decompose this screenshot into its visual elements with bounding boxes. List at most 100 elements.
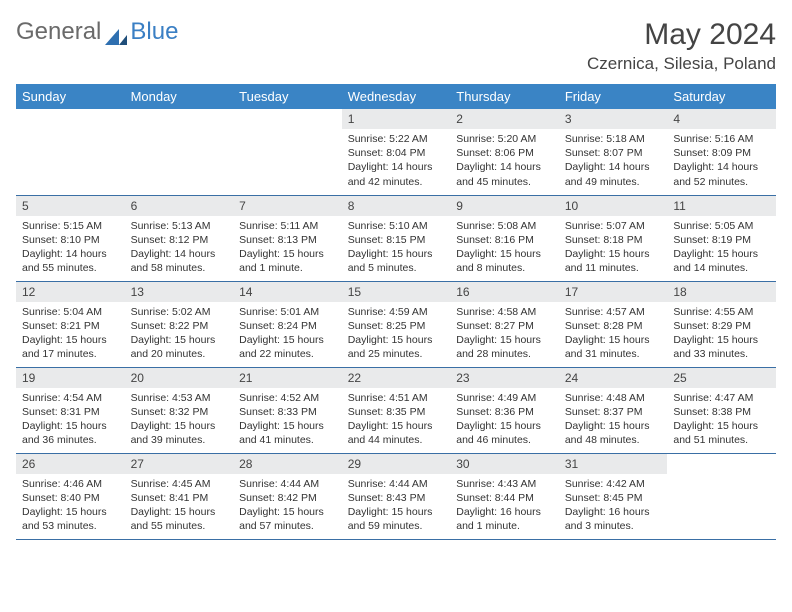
daylight-line: Daylight: 16 hours and 1 minute. xyxy=(456,505,553,533)
sunset-line: Sunset: 8:44 PM xyxy=(456,491,553,505)
day-details: Sunrise: 4:48 AMSunset: 8:37 PMDaylight:… xyxy=(559,388,668,452)
day-number: 15 xyxy=(342,282,451,302)
calendar-day: 14Sunrise: 5:01 AMSunset: 8:24 PMDayligh… xyxy=(233,281,342,367)
day-details: Sunrise: 4:42 AMSunset: 8:45 PMDaylight:… xyxy=(559,474,668,538)
daylight-line: Daylight: 15 hours and 14 minutes. xyxy=(673,247,770,275)
sunrise-line: Sunrise: 5:22 AM xyxy=(348,132,445,146)
weekday-header: Thursday xyxy=(450,84,559,109)
logo-text-1: General xyxy=(16,18,101,46)
sunset-line: Sunset: 8:31 PM xyxy=(22,405,119,419)
calendar-day-empty xyxy=(125,109,234,195)
sunrise-line: Sunrise: 4:47 AM xyxy=(673,391,770,405)
calendar-day: 26Sunrise: 4:46 AMSunset: 8:40 PMDayligh… xyxy=(16,453,125,539)
calendar-day: 11Sunrise: 5:05 AMSunset: 8:19 PMDayligh… xyxy=(667,195,776,281)
day-number: 12 xyxy=(16,282,125,302)
calendar-week: 26Sunrise: 4:46 AMSunset: 8:40 PMDayligh… xyxy=(16,453,776,539)
weekday-header: Friday xyxy=(559,84,668,109)
sunrise-line: Sunrise: 5:15 AM xyxy=(22,219,119,233)
calendar-day: 28Sunrise: 4:44 AMSunset: 8:42 PMDayligh… xyxy=(233,453,342,539)
daylight-line: Daylight: 15 hours and 48 minutes. xyxy=(565,419,662,447)
day-details: Sunrise: 5:15 AMSunset: 8:10 PMDaylight:… xyxy=(16,216,125,280)
sunset-line: Sunset: 8:18 PM xyxy=(565,233,662,247)
sunset-line: Sunset: 8:13 PM xyxy=(239,233,336,247)
calendar-page: General Blue May 2024 Czernica, Silesia,… xyxy=(0,0,792,550)
sunrise-line: Sunrise: 5:20 AM xyxy=(456,132,553,146)
daylight-line: Daylight: 15 hours and 39 minutes. xyxy=(131,419,228,447)
sunset-line: Sunset: 8:32 PM xyxy=(131,405,228,419)
header: General Blue May 2024 Czernica, Silesia,… xyxy=(16,18,776,74)
sunset-line: Sunset: 8:27 PM xyxy=(456,319,553,333)
day-number-empty xyxy=(125,109,234,129)
daylight-line: Daylight: 15 hours and 31 minutes. xyxy=(565,333,662,361)
day-number: 25 xyxy=(667,368,776,388)
calendar-day: 8Sunrise: 5:10 AMSunset: 8:15 PMDaylight… xyxy=(342,195,451,281)
daylight-line: Daylight: 14 hours and 55 minutes. xyxy=(22,247,119,275)
sunrise-line: Sunrise: 5:11 AM xyxy=(239,219,336,233)
daylight-line: Daylight: 15 hours and 51 minutes. xyxy=(673,419,770,447)
sunrise-line: Sunrise: 4:45 AM xyxy=(131,477,228,491)
sunset-line: Sunset: 8:15 PM xyxy=(348,233,445,247)
weekday-header: Monday xyxy=(125,84,234,109)
calendar-week: 1Sunrise: 5:22 AMSunset: 8:04 PMDaylight… xyxy=(16,109,776,195)
day-details: Sunrise: 5:16 AMSunset: 8:09 PMDaylight:… xyxy=(667,129,776,193)
day-details: Sunrise: 4:58 AMSunset: 8:27 PMDaylight:… xyxy=(450,302,559,366)
day-number: 4 xyxy=(667,109,776,129)
calendar-day: 17Sunrise: 4:57 AMSunset: 8:28 PMDayligh… xyxy=(559,281,668,367)
logo-text-2: Blue xyxy=(130,18,178,46)
sunrise-line: Sunrise: 4:59 AM xyxy=(348,305,445,319)
sunrise-line: Sunrise: 4:44 AM xyxy=(348,477,445,491)
title-block: May 2024 Czernica, Silesia, Poland xyxy=(587,18,776,74)
calendar-day-empty xyxy=(233,109,342,195)
sunset-line: Sunset: 8:35 PM xyxy=(348,405,445,419)
calendar-week: 19Sunrise: 4:54 AMSunset: 8:31 PMDayligh… xyxy=(16,367,776,453)
sunrise-line: Sunrise: 5:04 AM xyxy=(22,305,119,319)
day-number-empty xyxy=(16,109,125,129)
calendar-day: 30Sunrise: 4:43 AMSunset: 8:44 PMDayligh… xyxy=(450,453,559,539)
day-details: Sunrise: 5:04 AMSunset: 8:21 PMDaylight:… xyxy=(16,302,125,366)
sunrise-line: Sunrise: 5:16 AM xyxy=(673,132,770,146)
sunset-line: Sunset: 8:37 PM xyxy=(565,405,662,419)
calendar-day: 6Sunrise: 5:13 AMSunset: 8:12 PMDaylight… xyxy=(125,195,234,281)
day-number: 17 xyxy=(559,282,668,302)
day-details: Sunrise: 5:11 AMSunset: 8:13 PMDaylight:… xyxy=(233,216,342,280)
daylight-line: Daylight: 15 hours and 25 minutes. xyxy=(348,333,445,361)
sunset-line: Sunset: 8:16 PM xyxy=(456,233,553,247)
day-number: 31 xyxy=(559,454,668,474)
sunset-line: Sunset: 8:04 PM xyxy=(348,146,445,160)
day-details: Sunrise: 5:20 AMSunset: 8:06 PMDaylight:… xyxy=(450,129,559,193)
daylight-line: Daylight: 15 hours and 11 minutes. xyxy=(565,247,662,275)
sunset-line: Sunset: 8:22 PM xyxy=(131,319,228,333)
day-number-empty xyxy=(667,454,776,474)
daylight-line: Daylight: 15 hours and 55 minutes. xyxy=(131,505,228,533)
sunset-line: Sunset: 8:09 PM xyxy=(673,146,770,160)
day-details: Sunrise: 5:18 AMSunset: 8:07 PMDaylight:… xyxy=(559,129,668,193)
calendar-day-empty xyxy=(16,109,125,195)
day-number-empty xyxy=(233,109,342,129)
sunset-line: Sunset: 8:12 PM xyxy=(131,233,228,247)
sunset-line: Sunset: 8:10 PM xyxy=(22,233,119,247)
day-details: Sunrise: 4:59 AMSunset: 8:25 PMDaylight:… xyxy=(342,302,451,366)
sunset-line: Sunset: 8:42 PM xyxy=(239,491,336,505)
day-details: Sunrise: 5:02 AMSunset: 8:22 PMDaylight:… xyxy=(125,302,234,366)
sunrise-line: Sunrise: 4:51 AM xyxy=(348,391,445,405)
calendar-day: 23Sunrise: 4:49 AMSunset: 8:36 PMDayligh… xyxy=(450,367,559,453)
sunrise-line: Sunrise: 4:48 AM xyxy=(565,391,662,405)
calendar-day: 3Sunrise: 5:18 AMSunset: 8:07 PMDaylight… xyxy=(559,109,668,195)
day-details: Sunrise: 5:22 AMSunset: 8:04 PMDaylight:… xyxy=(342,129,451,193)
day-details: Sunrise: 5:08 AMSunset: 8:16 PMDaylight:… xyxy=(450,216,559,280)
day-number: 29 xyxy=(342,454,451,474)
sunset-line: Sunset: 8:06 PM xyxy=(456,146,553,160)
sunset-line: Sunset: 8:40 PM xyxy=(22,491,119,505)
calendar-day: 22Sunrise: 4:51 AMSunset: 8:35 PMDayligh… xyxy=(342,367,451,453)
calendar-day: 27Sunrise: 4:45 AMSunset: 8:41 PMDayligh… xyxy=(125,453,234,539)
daylight-line: Daylight: 15 hours and 53 minutes. xyxy=(22,505,119,533)
day-number: 6 xyxy=(125,196,234,216)
calendar-day: 7Sunrise: 5:11 AMSunset: 8:13 PMDaylight… xyxy=(233,195,342,281)
sunrise-line: Sunrise: 5:07 AM xyxy=(565,219,662,233)
day-number: 23 xyxy=(450,368,559,388)
calendar-day: 9Sunrise: 5:08 AMSunset: 8:16 PMDaylight… xyxy=(450,195,559,281)
weekday-header: Tuesday xyxy=(233,84,342,109)
calendar-head: SundayMondayTuesdayWednesdayThursdayFrid… xyxy=(16,84,776,109)
calendar-day: 15Sunrise: 4:59 AMSunset: 8:25 PMDayligh… xyxy=(342,281,451,367)
calendar-day-empty xyxy=(667,453,776,539)
